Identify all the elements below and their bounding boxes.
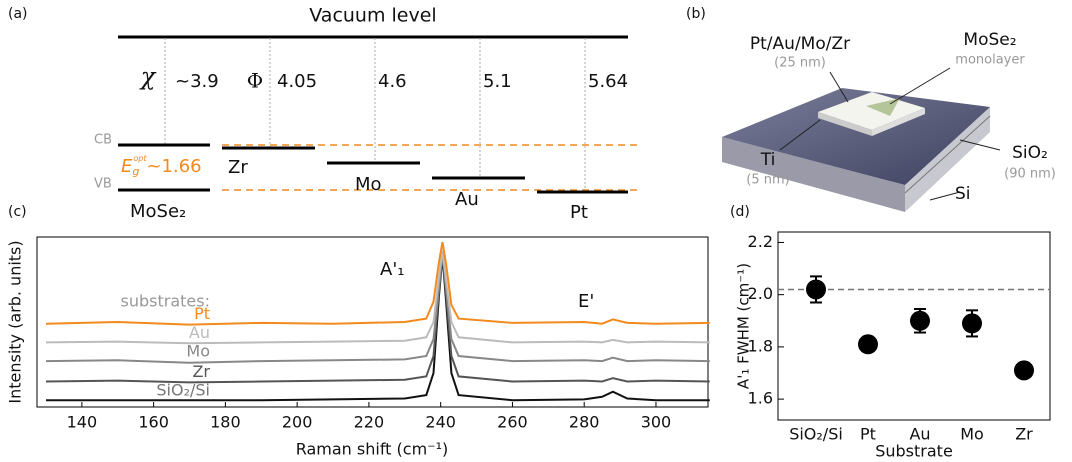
y-tick-label: 1.6: [748, 389, 773, 408]
gap-sub: g: [132, 165, 139, 178]
x-axis-label: Substrate: [875, 442, 953, 461]
spectrum-line: [45, 253, 710, 384]
plot-frame: [777, 231, 1051, 421]
x-tick-label: 180: [210, 413, 241, 432]
data-point: [910, 310, 930, 331]
leaders: [779, 67, 1001, 201]
peak-annotation: E': [578, 291, 594, 312]
panel-label: (a): [8, 6, 28, 22]
x-tick-label: 240: [425, 413, 456, 432]
metal-label: Mo: [355, 174, 382, 195]
raman-chart: Intensity (arb. units) Raman shift (cm⁻¹…: [6, 236, 710, 459]
level-lines: [118, 143, 628, 194]
contact-side: [872, 108, 925, 136]
semiconductor-label: MoSe₂: [130, 201, 186, 222]
oxide-thickness: (90 nm): [1004, 167, 1056, 182]
adhesion-thickness: (5 nm): [746, 173, 789, 188]
x-tick-label: SiO₂/Si: [789, 425, 843, 444]
flake-label: MoSe₂: [963, 30, 1016, 50]
x-tick-label: 280: [569, 413, 600, 432]
oxide-label: SiO₂: [1012, 143, 1048, 163]
metal-label: Au: [455, 189, 479, 210]
band-diagram: Vacuum level χ ~3.9 Φ 4.05 4.6 5.1 5.64 …: [94, 5, 638, 223]
cb-label: CB: [94, 133, 112, 148]
dotted-guides: [164, 38, 586, 192]
work-function: 4.05: [277, 71, 317, 92]
panel-label: (d): [730, 204, 750, 220]
x-tick-label: Au: [909, 425, 930, 444]
adhesion-label: Ti: [760, 150, 776, 170]
y-tick-label: 1.8: [748, 336, 773, 355]
contact-side: [818, 112, 872, 136]
flake-note: monolayer: [955, 53, 1025, 68]
x-tick-label: Pt: [860, 425, 876, 444]
panel-label: (c): [8, 204, 27, 220]
band-edge-lines: [222, 144, 638, 191]
gap-value: ~1.66: [146, 156, 201, 177]
x-tick-label: 220: [354, 413, 385, 432]
gap-symbol: E: [121, 156, 133, 177]
gap-sup: opt: [133, 154, 147, 163]
vacuum-label: Vacuum level: [309, 5, 436, 27]
metal-label: Zr: [228, 157, 248, 178]
peak-annotation: A'₁: [380, 259, 404, 280]
spectrum-line: [45, 241, 710, 326]
contact-label: Pt/Au/Mo/Zr: [750, 34, 850, 54]
device-illustration: Pt/Au/Mo/Zr (25 nm) MoSe₂ monolayer Ti (…: [722, 30, 1056, 212]
x-tick-label: 260: [497, 413, 528, 432]
work-function: 5.64: [588, 71, 628, 92]
spectrum-line: [45, 250, 710, 345]
x-tick-label: Mo: [960, 425, 984, 444]
slab-side: [905, 107, 990, 212]
series-label: Au: [189, 323, 210, 342]
metal-label: Pt: [570, 202, 588, 223]
data-point: [806, 279, 826, 300]
x-axis-label: Raman shift (cm⁻¹): [296, 440, 449, 459]
x-tick-label: 160: [138, 413, 169, 432]
vb-label: VB: [94, 177, 112, 192]
contact-thickness: (25 nm): [774, 56, 826, 71]
substrate-label: Si: [955, 184, 971, 204]
x-tick-label: Zr: [1015, 425, 1033, 444]
x-tick-label: 200: [282, 413, 313, 432]
y-tick-label: 2.2: [748, 232, 773, 251]
work-function: 5.1: [483, 71, 512, 92]
data-point: [858, 334, 878, 355]
chi-symbol: χ: [139, 63, 157, 91]
series-title: substrates:: [121, 292, 210, 311]
data-point: [1014, 360, 1034, 381]
series-label: Mo: [186, 342, 210, 361]
chi-value: ~3.9: [175, 71, 219, 92]
flake: [866, 98, 900, 116]
data-point: [962, 313, 982, 334]
x-tick-label: 140: [67, 413, 98, 432]
phi-symbol: Φ: [247, 69, 263, 93]
y-axis-label: Intensity (arb. units): [6, 240, 25, 403]
oxide-edge: [904, 115, 991, 194]
gap-label: Eg opt~1.66: [121, 154, 202, 179]
series-label: Zr: [192, 362, 210, 381]
contact-pad: [818, 92, 925, 130]
series-label: Pt: [194, 304, 210, 323]
x-tick-label: 300: [641, 413, 672, 432]
y-axis-label: A'₁ FWHM (cm⁻¹): [735, 263, 753, 389]
series-label: SiO₂/Si: [156, 381, 210, 400]
panel-label: (b): [686, 6, 706, 22]
slab-front: [722, 137, 905, 212]
work-function: 4.6: [378, 71, 407, 92]
fwhm-chart: A'₁ FWHM (cm⁻¹) Substrate 1.6 1.8 2.0 2.2 Si…: [735, 231, 1051, 461]
y-tick-label: 2.0: [748, 284, 773, 303]
